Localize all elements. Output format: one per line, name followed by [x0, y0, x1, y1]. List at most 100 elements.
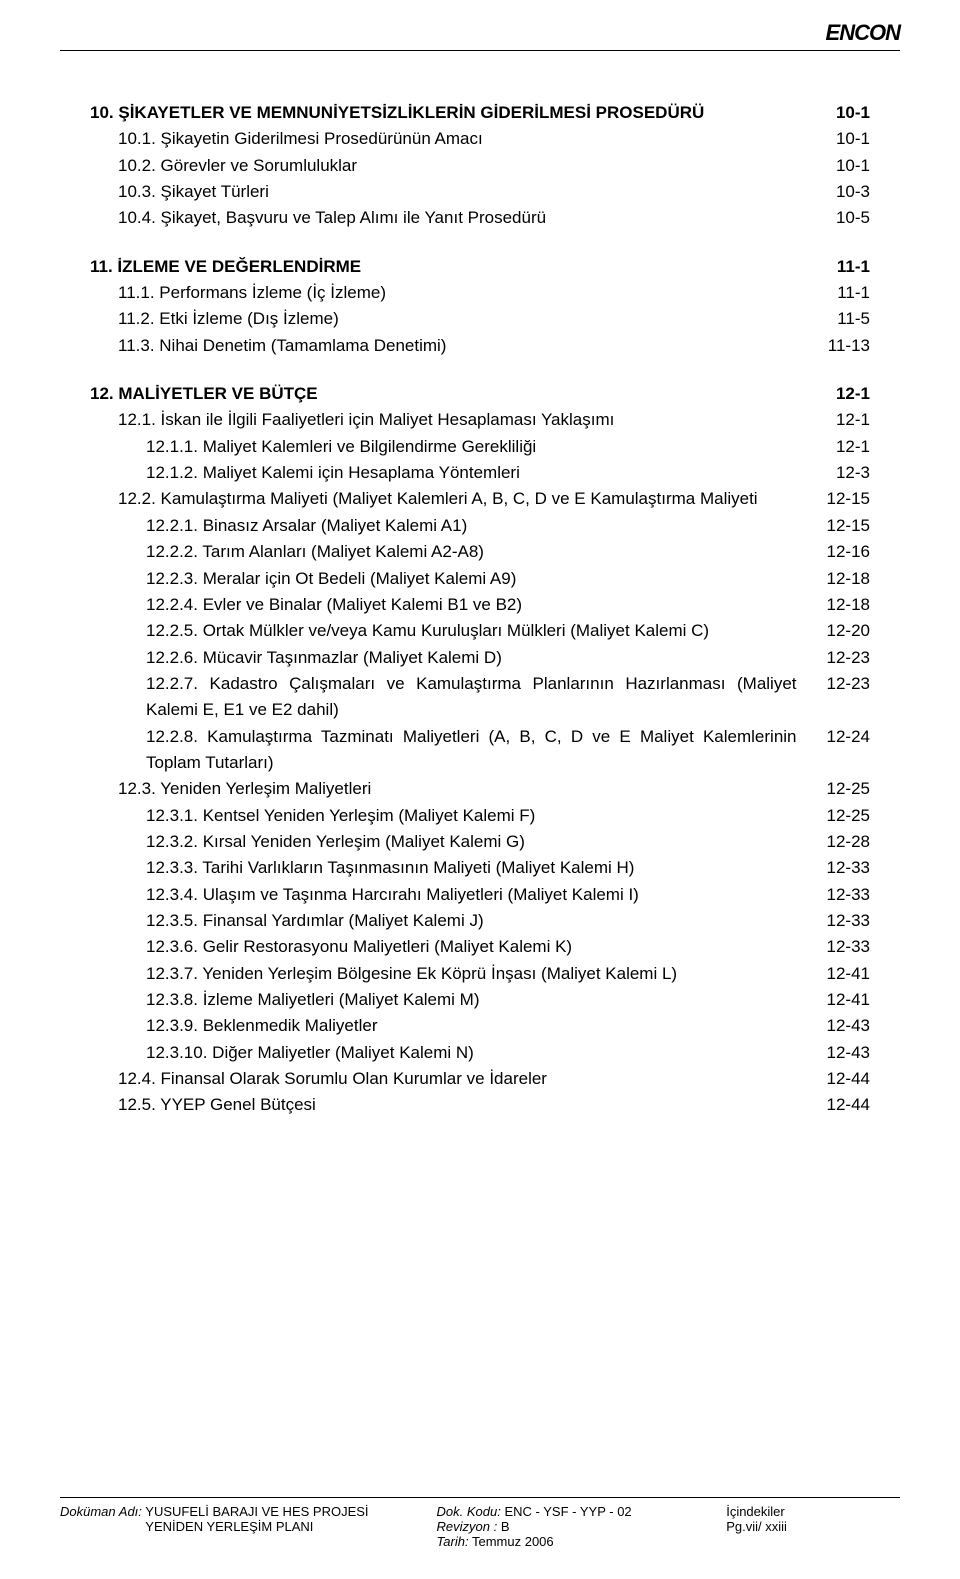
- footer-rev-label: Revizyon :: [437, 1519, 498, 1534]
- toc-title: 12.2. Kamulaştırma Maliyeti (Maliyet Kal…: [90, 486, 817, 512]
- toc-row: 10.4. Şikayet, Başvuru ve Talep Alımı il…: [90, 205, 870, 231]
- toc-page: 11-13: [818, 333, 870, 359]
- toc-row: 12.3.3. Tarihi Varlıkların Taşınmasının …: [90, 855, 870, 881]
- toc-title: 12.3.2. Kırsal Yeniden Yerleşim (Maliyet…: [90, 829, 817, 855]
- toc-title: 12.3.4. Ulaşım ve Taşınma Harcırahı Mali…: [90, 882, 817, 908]
- footer-rev: B: [501, 1519, 510, 1534]
- toc-page: 10-3: [826, 179, 870, 205]
- toc-title: 12.1.1. Maliyet Kalemleri ve Bilgilendir…: [90, 434, 826, 460]
- toc-title: 12.1.2. Maliyet Kalemi için Hesaplama Yö…: [90, 460, 826, 486]
- toc-title: 12.2.5. Ortak Mülkler ve/veya Kamu Kurul…: [90, 618, 817, 644]
- toc-title: 12.5. YYEP Genel Bütçesi: [90, 1092, 817, 1118]
- toc-title: 12.3.9. Beklenmedik Maliyetler: [90, 1013, 817, 1039]
- toc-row: 12. MALİYETLER VE BÜTÇE12-1: [90, 381, 870, 407]
- toc-title: 11.3. Nihai Denetim (Tamamlama Denetimi): [90, 333, 818, 359]
- toc-page: 11-1: [827, 254, 870, 280]
- footer-doc-code-label: Dok. Kodu:: [437, 1504, 501, 1519]
- toc-row: 11.1. Performans İzleme (İç İzleme)11-1: [90, 280, 870, 306]
- toc-page: 12-18: [817, 592, 870, 618]
- toc-page: 12-24: [817, 724, 870, 750]
- toc-row: 12.2.2. Tarım Alanları (Maliyet Kalemi A…: [90, 539, 870, 565]
- toc-title: 10.3. Şikayet Türleri: [90, 179, 826, 205]
- toc-title: 12.2.7. Kadastro Çalışmaları ve Kamulaşt…: [90, 671, 817, 724]
- toc-row: 12.3.2. Kırsal Yeniden Yerleşim (Maliyet…: [90, 829, 870, 855]
- toc-row: 12.2. Kamulaştırma Maliyeti (Maliyet Kal…: [90, 486, 870, 512]
- toc-row: 10.1. Şikayetin Giderilmesi Prosedürünün…: [90, 126, 870, 152]
- toc-title: 10.4. Şikayet, Başvuru ve Talep Alımı il…: [90, 205, 826, 231]
- toc-row: 11. İZLEME VE DEĞERLENDİRME11-1: [90, 254, 870, 280]
- toc-title: 11. İZLEME VE DEĞERLENDİRME: [90, 254, 827, 280]
- toc-page: 12-28: [817, 829, 870, 855]
- toc-row: 12.5. YYEP Genel Bütçesi12-44: [90, 1092, 870, 1118]
- toc-title: 12.3.8. İzleme Maliyetleri (Maliyet Kale…: [90, 987, 817, 1013]
- footer-doc-name-2: YENİDEN YERLEŞİM PLANI: [145, 1519, 313, 1534]
- footer-page-num: Pg.vii/ xxiii: [726, 1519, 787, 1534]
- toc-row: 12.1. İskan ile İlgili Faaliyetleri için…: [90, 407, 870, 433]
- toc-title: 11.1. Performans İzleme (İç İzleme): [90, 280, 827, 306]
- toc-page: 12-23: [817, 645, 870, 671]
- footer-doc-code: ENC - YSF - YYP - 02: [505, 1504, 632, 1519]
- toc-page: 12-44: [817, 1066, 870, 1092]
- toc-title: 11.2. Etki İzleme (Dış İzleme): [90, 306, 827, 332]
- toc-row: 12.2.3. Meralar için Ot Bedeli (Maliyet …: [90, 566, 870, 592]
- toc-row: 12.3.7. Yeniden Yerleşim Bölgesine Ek Kö…: [90, 961, 870, 987]
- header-rule: [60, 50, 900, 51]
- toc-row: 12.3.5. Finansal Yardımlar (Maliyet Kale…: [90, 908, 870, 934]
- toc-row: 10. ŞİKAYETLER VE MEMNUNİYETSİZLİKLERİN …: [90, 100, 870, 126]
- toc-row: 12.3.6. Gelir Restorasyonu Maliyetleri (…: [90, 934, 870, 960]
- toc-title: 12.3.1. Kentsel Yeniden Yerleşim (Maliye…: [90, 803, 817, 829]
- toc-row: 12.3.4. Ulaşım ve Taşınma Harcırahı Mali…: [90, 882, 870, 908]
- toc-row: 12.2.4. Evler ve Binalar (Maliyet Kalemi…: [90, 592, 870, 618]
- toc-page: 12-16: [817, 539, 870, 565]
- footer: Doküman Adı: YUSUFELİ BARAJI VE HES PROJ…: [60, 1497, 900, 1549]
- toc-title: 12.4. Finansal Olarak Sorumlu Olan Kurum…: [90, 1066, 817, 1092]
- toc-row: 12.4. Finansal Olarak Sorumlu Olan Kurum…: [90, 1066, 870, 1092]
- toc-title: 10.2. Görevler ve Sorumluluklar: [90, 153, 826, 179]
- toc-page: 12-41: [817, 987, 870, 1013]
- toc-row: 11.2. Etki İzleme (Dış İzleme)11-5: [90, 306, 870, 332]
- toc-title: 12.3.5. Finansal Yardımlar (Maliyet Kale…: [90, 908, 817, 934]
- footer-doc-name-label: Doküman Adı:: [60, 1504, 142, 1519]
- toc-page: 12-43: [817, 1040, 870, 1066]
- footer-date: Temmuz 2006: [472, 1534, 554, 1549]
- toc-title: 12.2.6. Mücavir Taşınmazlar (Maliyet Kal…: [90, 645, 817, 671]
- toc-row: 12.1.2. Maliyet Kalemi için Hesaplama Yö…: [90, 460, 870, 486]
- toc-page: 12-15: [817, 513, 870, 539]
- toc-page: 11-5: [827, 306, 870, 332]
- toc-row: 12.2.6. Mücavir Taşınmazlar (Maliyet Kal…: [90, 645, 870, 671]
- toc-title: 12.3.10. Diğer Maliyetler (Maliyet Kalem…: [90, 1040, 817, 1066]
- footer-doc-name-1: YUSUFELİ BARAJI VE HES PROJESİ: [145, 1504, 368, 1519]
- toc-row: 12.3. Yeniden Yerleşim Maliyetleri12-25: [90, 776, 870, 802]
- toc-title: 12.2.4. Evler ve Binalar (Maliyet Kalemi…: [90, 592, 817, 618]
- toc-title: 12.1. İskan ile İlgili Faaliyetleri için…: [90, 407, 826, 433]
- footer-section: İçindekiler: [726, 1504, 785, 1519]
- toc-page: 12-1: [826, 407, 870, 433]
- toc-page: 10-1: [826, 126, 870, 152]
- toc-title: 12.3.6. Gelir Restorasyonu Maliyetleri (…: [90, 934, 817, 960]
- footer-date-label: Tarih:: [437, 1534, 469, 1549]
- toc-page: 12-33: [817, 855, 870, 881]
- toc-page: 12-25: [817, 776, 870, 802]
- page-content: 10. ŞİKAYETLER VE MEMNUNİYETSİZLİKLERİN …: [0, 0, 960, 1119]
- toc-page: 12-33: [817, 934, 870, 960]
- table-of-contents: 10. ŞİKAYETLER VE MEMNUNİYETSİZLİKLERİN …: [90, 100, 870, 1119]
- toc-title: 12.3.7. Yeniden Yerleşim Bölgesine Ek Kö…: [90, 961, 817, 987]
- toc-row: 10.3. Şikayet Türleri10-3: [90, 179, 870, 205]
- toc-row: 12.3.1. Kentsel Yeniden Yerleşim (Maliye…: [90, 803, 870, 829]
- toc-row: 12.3.8. İzleme Maliyetleri (Maliyet Kale…: [90, 987, 870, 1013]
- toc-title: 10.1. Şikayetin Giderilmesi Prosedürünün…: [90, 126, 826, 152]
- toc-page: 12-33: [817, 908, 870, 934]
- toc-page: 12-33: [817, 882, 870, 908]
- toc-page: 12-20: [817, 618, 870, 644]
- toc-page: 12-1: [826, 381, 870, 407]
- toc-page: 10-5: [826, 205, 870, 231]
- toc-row: 12.3.9. Beklenmedik Maliyetler12-43: [90, 1013, 870, 1039]
- toc-title: 12.2.3. Meralar için Ot Bedeli (Maliyet …: [90, 566, 817, 592]
- toc-title: 12.2.2. Tarım Alanları (Maliyet Kalemi A…: [90, 539, 817, 565]
- toc-title: 12.2.1. Binasız Arsalar (Maliyet Kalemi …: [90, 513, 817, 539]
- toc-page: 12-43: [817, 1013, 870, 1039]
- brand-logo: ENCON: [826, 20, 900, 46]
- toc-page: 12-41: [817, 961, 870, 987]
- toc-gap: [90, 232, 870, 254]
- toc-gap: [90, 359, 870, 381]
